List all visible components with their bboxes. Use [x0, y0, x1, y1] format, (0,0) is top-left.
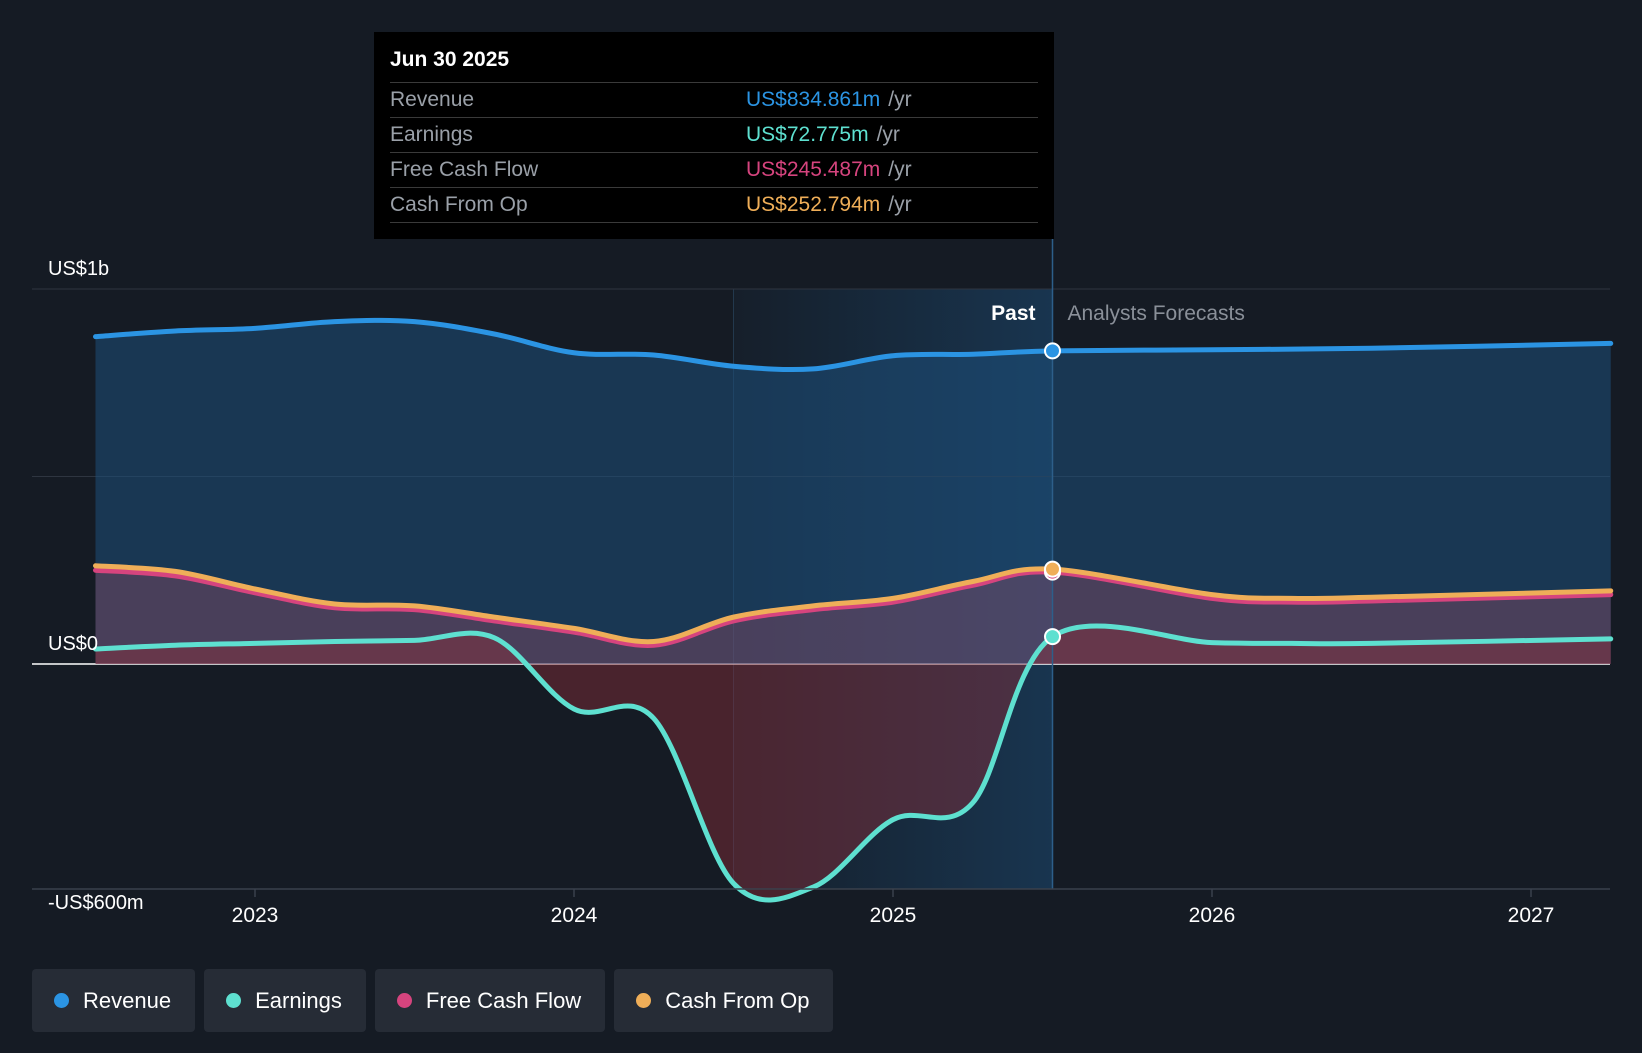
x-tick-label: 2024	[551, 904, 598, 927]
axes: US$1b US$0 -US$600m 2023 2024 2025 2026 2027	[32, 258, 1610, 927]
legend-item-earnings[interactable]: Earnings	[204, 969, 366, 1032]
tooltip-label: Free Cash Flow	[390, 158, 539, 181]
tooltip-row-cash-from-op: Cash From Op US$252.794m /yr	[390, 188, 1038, 223]
tooltip-row-revenue: Revenue US$834.861m /yr	[390, 83, 1038, 118]
legend-dot-icon	[636, 993, 652, 1008]
tooltip-value: US$72.775m	[746, 123, 869, 146]
series-lines	[93, 289, 1614, 903]
tooltip-value: US$245.487m	[746, 158, 881, 181]
tooltip-unit: /yr	[888, 158, 912, 181]
tooltip-value: US$252.794m	[746, 193, 881, 216]
revenue-area	[95, 320, 1611, 664]
tooltip-label: Earnings	[390, 123, 473, 146]
y-tick-label: US$0	[48, 633, 98, 655]
tooltip-row-free-cash-flow: Free Cash Flow US$245.487m /yr	[390, 153, 1038, 188]
revenue-marker	[1044, 342, 1061, 360]
free-cash-flow-area	[95, 570, 1611, 664]
legend-label: Free Cash Flow	[425, 987, 582, 1013]
x-tick-label: 2023	[232, 904, 279, 927]
series-areas	[95, 320, 1611, 901]
tooltip-unit: /yr	[888, 193, 912, 216]
y-tick-label: US$1b	[48, 258, 109, 280]
legend-label: Earnings	[255, 987, 342, 1013]
tooltip-date: Jun 30 2025	[390, 46, 1038, 83]
tooltip-unit: /yr	[888, 88, 912, 111]
earnings-marker	[1044, 628, 1061, 646]
legend-item-cash-from-op[interactable]: Cash From Op	[614, 969, 834, 1032]
past-label: Past	[991, 302, 1035, 325]
cash-from-op-marker	[1044, 560, 1061, 578]
free-cash-flow-line	[93, 567, 1614, 648]
x-tick-label: 2025	[870, 904, 917, 927]
markers	[1044, 342, 1061, 646]
legend-label: Revenue	[83, 987, 172, 1013]
forecast-region	[1053, 289, 1611, 889]
cash-from-op-line	[93, 563, 1614, 645]
tooltip-label: Cash From Op	[390, 193, 528, 216]
x-tick-label: 2026	[1189, 904, 1236, 927]
legend: Revenue Earnings Free Cash Flow Cash Fro…	[32, 969, 834, 1032]
legend-dot-icon	[226, 993, 242, 1008]
tooltip-row-earnings: Earnings US$72.775m /yr	[390, 118, 1038, 153]
x-tick-label: 2027	[1508, 904, 1555, 927]
legend-item-revenue[interactable]: Revenue	[32, 969, 196, 1032]
revenue-line	[93, 317, 1614, 373]
tooltip-label: Revenue	[390, 88, 475, 111]
tooltip-value: US$834.861m	[746, 88, 881, 111]
tooltip: Jun 30 2025 Revenue US$834.861m /yr Earn…	[374, 32, 1054, 239]
tooltip-unit: /yr	[876, 123, 900, 146]
legend-item-free-cash-flow[interactable]: Free Cash Flow	[374, 969, 606, 1032]
legend-dot-icon	[396, 993, 412, 1008]
legend-label: Cash From Op	[665, 987, 810, 1013]
forecast-label: Analysts Forecasts	[1068, 302, 1245, 325]
legend-dot-icon	[54, 993, 69, 1008]
y-tick-label: -US$600m	[48, 892, 144, 914]
earnings-line	[93, 623, 1614, 903]
earnings-area	[95, 625, 1611, 901]
